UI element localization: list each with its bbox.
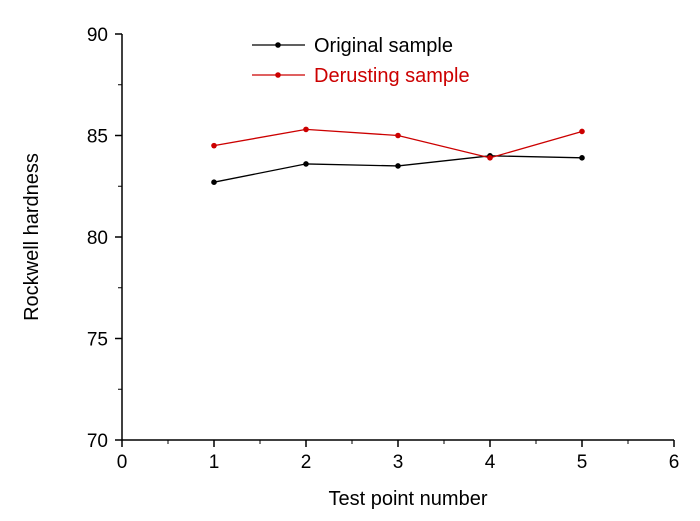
x-ticks: 0 1 2 3 4 5 6 — [117, 440, 680, 473]
axes — [121, 34, 674, 441]
x-tick-label: 3 — [393, 452, 404, 473]
series-line — [213, 155, 583, 183]
legend-marker — [275, 42, 281, 48]
y-tick-label: 80 — [87, 228, 108, 249]
data-point — [579, 155, 585, 161]
y-tick-label: 85 — [87, 127, 108, 148]
x-tick-label: 6 — [669, 452, 680, 473]
data-point — [395, 163, 401, 169]
legend-label: Derusting sample — [314, 65, 470, 87]
x-tick-label: 1 — [209, 452, 220, 473]
data-point — [303, 161, 309, 167]
legend: Original sample Derusting sample — [252, 35, 470, 87]
x-tick-label: 0 — [117, 452, 128, 473]
y-ticks: 70 75 80 85 90 — [87, 25, 122, 452]
series-layer — [211, 126, 585, 185]
y-axis-title: Rockwell hardness — [21, 153, 43, 321]
data-point — [395, 132, 401, 139]
x-tick-label: 2 — [301, 452, 312, 473]
x-tick-label: 5 — [577, 452, 588, 473]
legend-marker — [275, 72, 281, 78]
data-point — [487, 155, 493, 161]
legend-item: Derusting sample — [252, 65, 470, 87]
x-axis-title: Test point number — [329, 488, 488, 510]
y-tick-label: 75 — [87, 330, 108, 351]
series-derusting-sample — [211, 126, 585, 161]
data-point — [211, 142, 217, 149]
legend-label: Original sample — [314, 35, 453, 57]
x-tick-label: 4 — [485, 452, 496, 473]
data-point — [579, 128, 585, 135]
data-point — [303, 126, 309, 133]
data-point — [211, 179, 217, 185]
series-original-sample — [211, 153, 585, 185]
y-tick-label: 90 — [87, 25, 108, 46]
legend-item: Original sample — [252, 35, 453, 57]
y-tick-label: 70 — [87, 431, 108, 452]
